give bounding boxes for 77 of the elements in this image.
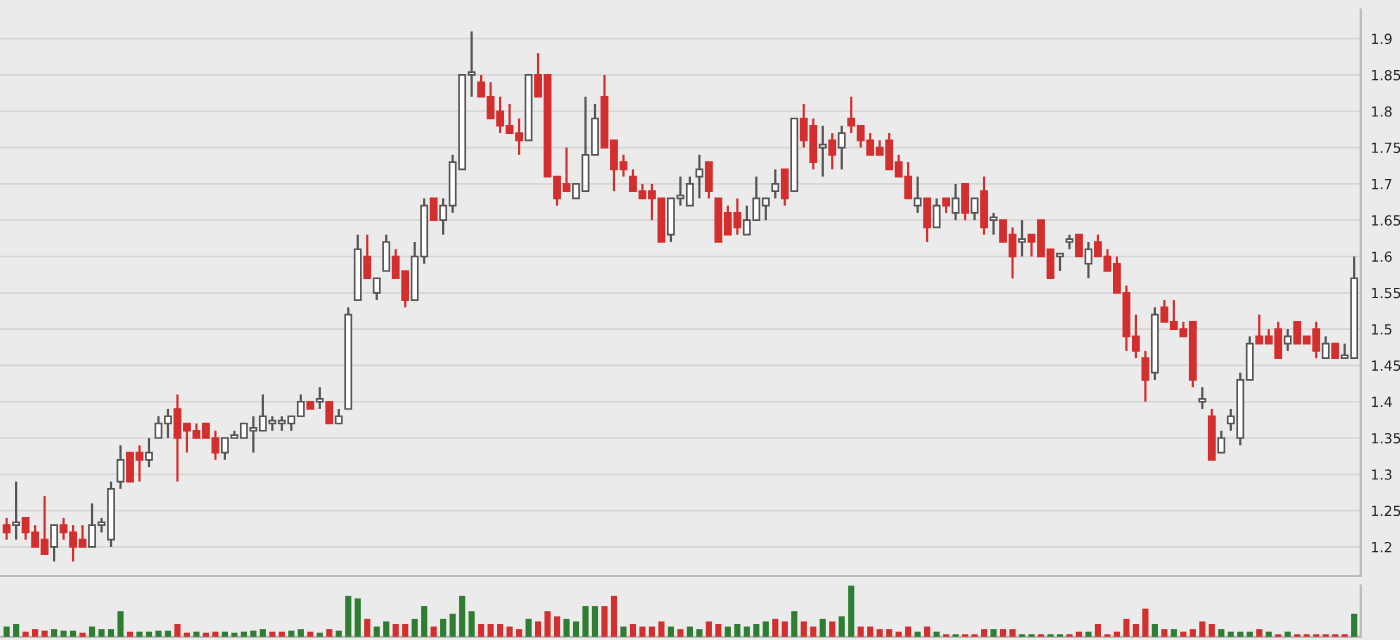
bar — [478, 624, 485, 637]
bar — [1256, 629, 1263, 637]
candlestick — [2, 516, 11, 541]
candlestick — [1141, 349, 1150, 403]
bar — [829, 621, 836, 637]
bar — [41, 630, 48, 637]
bar — [364, 618, 371, 637]
bar — [1170, 629, 1177, 637]
bar — [515, 629, 523, 637]
candlestick — [50, 524, 59, 563]
bar — [1265, 631, 1272, 637]
candlestick — [1207, 407, 1216, 461]
candlestick — [363, 233, 372, 280]
bar — [269, 631, 276, 637]
bar — [259, 629, 266, 637]
candlestick — [325, 400, 334, 425]
bar — [1161, 629, 1168, 637]
candlestick — [828, 131, 837, 171]
bar — [1085, 631, 1092, 637]
bar — [525, 618, 532, 637]
candlestick — [382, 233, 391, 273]
candlestick — [771, 168, 780, 200]
candlestick — [372, 277, 381, 302]
bar — [430, 626, 437, 637]
candlestick — [951, 182, 960, 222]
bar — [990, 629, 997, 637]
bar — [354, 598, 361, 637]
candlestick — [145, 436, 153, 469]
bar — [791, 611, 798, 637]
bar — [1151, 624, 1158, 637]
bar — [1208, 624, 1215, 637]
bar — [278, 631, 285, 637]
candlestick — [913, 175, 922, 215]
candlestick — [1084, 240, 1093, 280]
candlestick — [12, 480, 21, 541]
candlestick — [704, 160, 713, 200]
candlestick — [780, 168, 789, 207]
candlestick — [923, 197, 932, 244]
candlestick — [980, 175, 988, 236]
bar — [1180, 631, 1187, 637]
candlestick — [1198, 386, 1207, 411]
bar — [307, 631, 314, 637]
bar — [288, 630, 295, 637]
candlestick — [1283, 328, 1292, 352]
candlestick — [970, 197, 979, 222]
candlestick — [429, 197, 438, 222]
candlestick — [1217, 429, 1226, 454]
bar — [924, 626, 931, 637]
bar — [667, 626, 674, 637]
candlestick — [695, 153, 704, 200]
bar — [933, 631, 940, 637]
candlestick — [961, 182, 970, 222]
bar — [620, 626, 627, 637]
bar — [468, 611, 475, 637]
bar — [193, 631, 200, 637]
candlestick — [315, 386, 324, 411]
bar — [1218, 629, 1225, 637]
candlestick — [989, 211, 998, 236]
candlestick — [837, 124, 846, 171]
candlestick — [1018, 219, 1026, 258]
candlestick — [932, 197, 941, 229]
bar — [1246, 631, 1253, 637]
candlestick — [1321, 335, 1330, 360]
bar — [440, 618, 447, 637]
candlestick — [1075, 233, 1083, 258]
bar — [297, 629, 304, 637]
bar — [1284, 631, 1291, 637]
bar — [772, 618, 779, 637]
bar — [819, 618, 826, 637]
bar — [126, 631, 134, 637]
candlestick — [818, 124, 827, 178]
bar — [326, 629, 333, 637]
bar — [914, 631, 921, 637]
bar — [1351, 613, 1358, 637]
bar — [762, 621, 769, 637]
bar — [677, 629, 684, 637]
bar — [781, 621, 788, 637]
